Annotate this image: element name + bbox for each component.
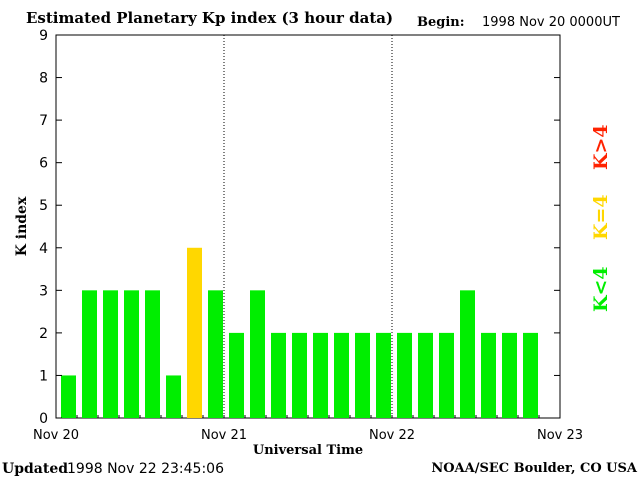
begin-label: Begin: — [417, 15, 465, 30]
kp-bar — [376, 332, 391, 418]
begin-value: 1998 Nov 20 0000UT — [482, 15, 620, 30]
kp-bar — [82, 290, 97, 418]
y-tick-label: 6 — [39, 156, 48, 172]
y-tick-label: 5 — [39, 198, 48, 214]
kp-bar — [460, 290, 475, 418]
kp-bar — [334, 332, 349, 418]
x-tick-label: Nov 22 — [369, 428, 415, 443]
updated-label: Updated — [2, 461, 69, 477]
y-tick-label: 2 — [39, 326, 48, 342]
kp-bar — [502, 332, 517, 418]
kp-bar — [187, 247, 202, 418]
y-tick-label: 7 — [39, 113, 48, 129]
y-tick-label: 8 — [39, 71, 48, 87]
kp-bar — [229, 332, 244, 418]
x-tick-label: Nov 21 — [201, 428, 247, 443]
kp-bar — [481, 332, 496, 418]
kp-bar — [208, 290, 223, 418]
y-tick-label: 3 — [39, 283, 48, 299]
source-credit: NOAA/SEC Boulder, CO USA — [431, 461, 637, 476]
kp-bar — [292, 332, 307, 418]
kp-bar — [523, 332, 538, 418]
kp-bar — [418, 332, 433, 418]
kp-bar — [61, 375, 76, 418]
y-axis-label: K index — [14, 196, 30, 256]
kp-bar — [271, 332, 286, 418]
legend-k-equal-4: K=4 — [590, 194, 612, 240]
legend-k-greater-4: K>4 — [590, 124, 612, 170]
y-tick-label: 1 — [39, 368, 48, 384]
x-tick-label: Nov 23 — [537, 428, 583, 443]
kp-bar — [250, 290, 265, 418]
x-tick-label: Nov 20 — [33, 428, 79, 443]
kp-bar — [166, 375, 181, 418]
kp-bar — [103, 290, 118, 418]
kp-bar — [397, 332, 412, 418]
updated-value: 1998 Nov 22 23:45:06 — [67, 461, 224, 477]
kp-bar — [313, 332, 328, 418]
kp-bar — [439, 332, 454, 418]
y-tick-label: 4 — [39, 241, 48, 257]
y-tick-label: 0 — [39, 411, 48, 427]
y-tick-label: 9 — [39, 28, 48, 44]
kp-bar — [355, 332, 370, 418]
kp-bar — [124, 290, 139, 418]
x-axis-label: Universal Time — [253, 443, 363, 458]
legend-k-less-4: K<4 — [590, 266, 612, 312]
kp-bar — [145, 290, 160, 418]
chart-title: Estimated Planetary Kp index (3 hour dat… — [26, 9, 394, 27]
